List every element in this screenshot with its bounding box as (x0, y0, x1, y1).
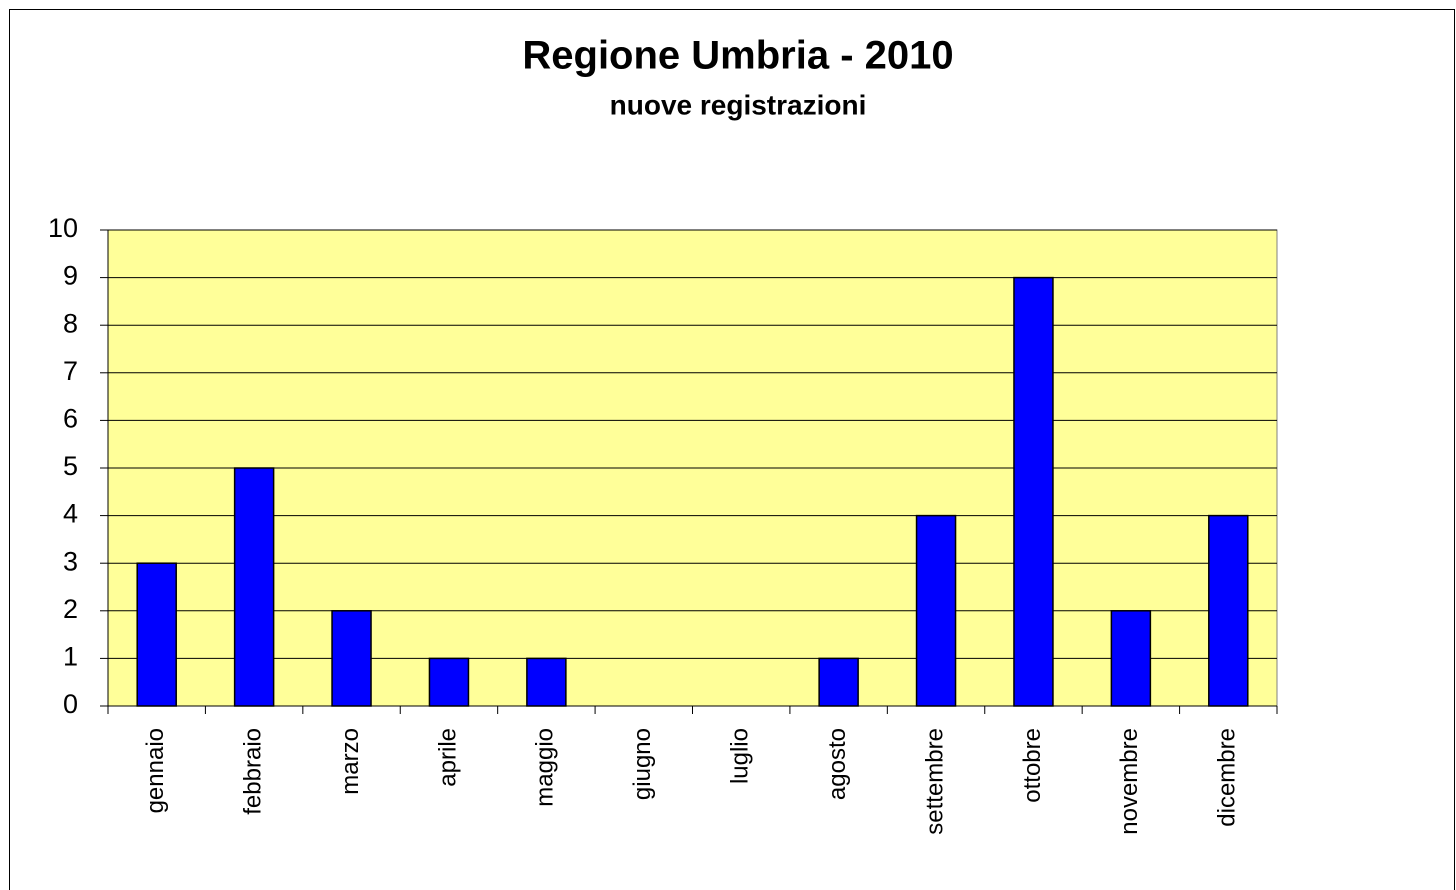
x-tick-label: settembre (921, 728, 948, 835)
bar (1110, 610, 1152, 707)
y-tick-label: 7 (63, 356, 78, 386)
bar (818, 657, 859, 707)
x-tick-label: marzo (337, 728, 364, 795)
x-tick-label: dicembre (1214, 728, 1241, 827)
y-tick-label: 0 (63, 689, 78, 719)
y-tick-label: 4 (63, 499, 78, 529)
y-tick-label: 6 (63, 404, 78, 434)
bar (331, 610, 372, 707)
x-tick-label: gennaio (142, 728, 169, 813)
y-tick-label: 3 (63, 546, 78, 576)
bar (233, 467, 275, 707)
x-tick-label: novembre (1116, 728, 1143, 835)
bar (1013, 276, 1054, 707)
y-tick-label: 5 (63, 451, 78, 481)
x-tick-label: ottobre (1019, 728, 1046, 803)
bar (915, 514, 957, 707)
x-tick-label: agosto (824, 728, 851, 800)
y-tick-label: 10 (48, 213, 78, 243)
y-tick-label: 8 (63, 308, 78, 338)
bar (1208, 514, 1249, 707)
x-tick-label: febbraio (239, 728, 266, 815)
bar (136, 562, 177, 707)
x-tick-label: luglio (727, 728, 754, 784)
x-tick-label: maggio (532, 728, 559, 807)
bar (526, 657, 567, 707)
chart-subtitle: nuove registrazioni (610, 89, 867, 120)
y-tick-label: 2 (63, 594, 78, 624)
y-tick-label: 9 (63, 261, 78, 291)
bar (428, 657, 470, 707)
y-tick-label: 1 (63, 642, 78, 672)
chart-title: Regione Umbria - 2010 (522, 34, 953, 78)
x-tick-label: giugno (629, 728, 656, 800)
x-tick-label: aprile (434, 728, 461, 787)
